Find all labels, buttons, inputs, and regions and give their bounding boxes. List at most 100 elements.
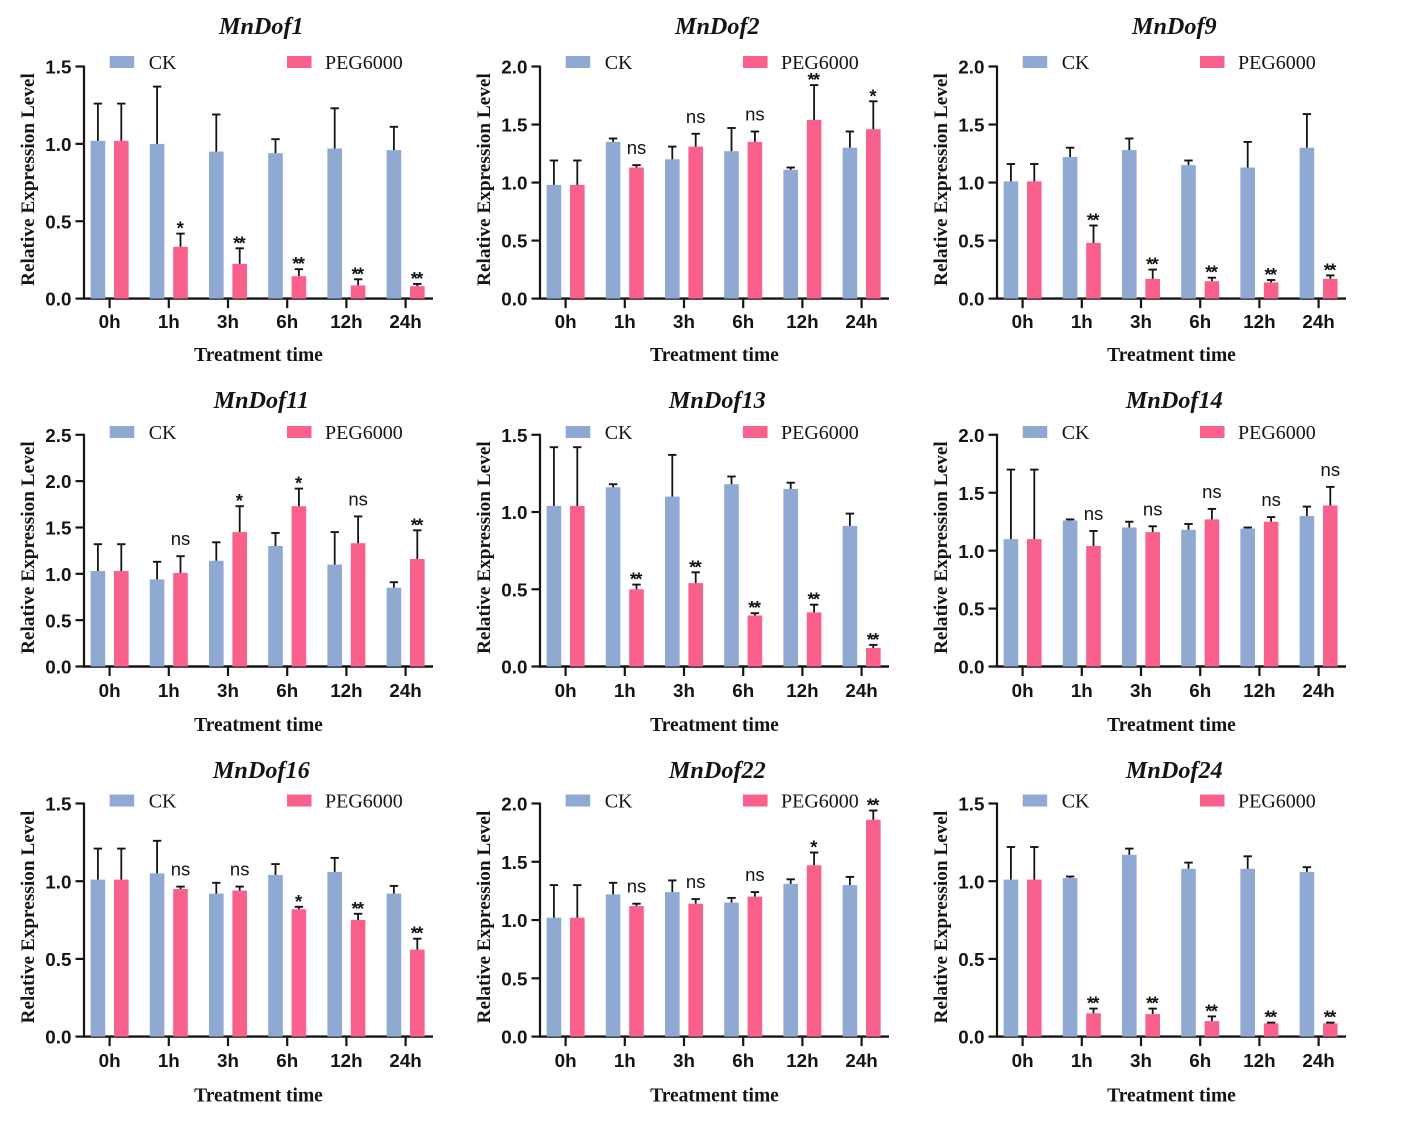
svg-text:2.0: 2.0 (958, 57, 984, 78)
svg-text:12h: 12h (330, 680, 362, 701)
svg-text:3h: 3h (217, 680, 239, 701)
svg-text:*: * (177, 218, 185, 239)
svg-text:Treatment time: Treatment time (194, 1086, 323, 1107)
svg-text:ns: ns (686, 871, 706, 892)
svg-text:**: ** (1324, 259, 1337, 280)
svg-text:0h: 0h (99, 1050, 121, 1071)
svg-text:0.5: 0.5 (501, 579, 527, 600)
svg-text:1.0: 1.0 (45, 871, 71, 892)
svg-text:PEG6000: PEG6000 (1238, 790, 1316, 812)
svg-text:ns: ns (686, 106, 706, 127)
svg-text:0h: 0h (555, 1050, 577, 1071)
svg-text:**: ** (1205, 1000, 1218, 1021)
svg-text:1.5: 1.5 (958, 483, 984, 504)
svg-text:1.5: 1.5 (501, 115, 527, 136)
svg-text:1h: 1h (1071, 680, 1093, 701)
svg-text:2.0: 2.0 (958, 425, 984, 446)
svg-text:PEG6000: PEG6000 (781, 422, 859, 444)
svg-text:24h: 24h (845, 680, 877, 701)
svg-text:CK: CK (605, 790, 633, 812)
svg-text:Relative Expression Level: Relative Expression Level (931, 73, 952, 286)
svg-text:2.5: 2.5 (45, 425, 71, 446)
svg-text:0.5: 0.5 (45, 610, 71, 631)
svg-text:24h: 24h (389, 1050, 421, 1071)
svg-text:6h: 6h (732, 1050, 754, 1071)
svg-text:MnDof11: MnDof11 (213, 387, 309, 414)
svg-text:1.5: 1.5 (958, 794, 984, 815)
svg-text:Treatment time: Treatment time (650, 1086, 779, 1107)
svg-text:Relative Expression Level: Relative Expression Level (931, 441, 952, 654)
svg-text:Treatment time: Treatment time (1107, 715, 1236, 736)
svg-text:0.0: 0.0 (45, 657, 71, 678)
svg-text:0h: 0h (99, 311, 121, 332)
svg-text:Treatment time: Treatment time (194, 715, 323, 736)
svg-text:**: ** (807, 589, 820, 610)
svg-text:0.5: 0.5 (501, 968, 527, 989)
svg-text:**: ** (351, 263, 364, 284)
svg-text:24h: 24h (1302, 680, 1334, 701)
svg-text:CK: CK (149, 52, 177, 74)
svg-text:0.0: 0.0 (45, 289, 71, 310)
svg-text:Relative Expression Level: Relative Expression Level (474, 73, 495, 286)
svg-text:0.5: 0.5 (501, 231, 527, 252)
svg-text:ns: ns (348, 488, 368, 509)
svg-text:3h: 3h (673, 311, 695, 332)
svg-text:1.0: 1.0 (501, 173, 527, 194)
svg-text:**: ** (411, 268, 424, 289)
svg-text:MnDof9: MnDof9 (1131, 13, 1217, 40)
svg-text:24h: 24h (1302, 1050, 1334, 1071)
svg-text:1.5: 1.5 (501, 852, 527, 873)
svg-text:MnDof22: MnDof22 (668, 757, 766, 784)
svg-text:1h: 1h (614, 1050, 636, 1071)
svg-text:Relative Expression Level: Relative Expression Level (18, 73, 39, 286)
svg-text:24h: 24h (845, 1050, 877, 1071)
svg-text:1.5: 1.5 (501, 425, 527, 446)
svg-text:Treatment time: Treatment time (1107, 1086, 1236, 1107)
svg-text:ns: ns (230, 859, 250, 880)
svg-text:0.5: 0.5 (958, 599, 984, 620)
svg-text:1h: 1h (1071, 1050, 1093, 1071)
svg-text:2.0: 2.0 (501, 57, 527, 78)
svg-text:0.5: 0.5 (45, 211, 71, 232)
svg-text:1.5: 1.5 (45, 518, 71, 539)
svg-text:PEG6000: PEG6000 (781, 790, 859, 812)
svg-text:CK: CK (149, 790, 177, 812)
svg-text:ns: ns (1321, 459, 1341, 480)
svg-text:**: ** (411, 923, 424, 944)
svg-text:Relative Expression Level: Relative Expression Level (474, 441, 495, 654)
svg-text:0h: 0h (99, 680, 121, 701)
svg-text:CK: CK (149, 422, 177, 444)
svg-text:12h: 12h (1243, 1050, 1275, 1071)
svg-text:1h: 1h (1071, 311, 1093, 332)
svg-text:1h: 1h (158, 680, 180, 701)
svg-text:PEG6000: PEG6000 (1238, 422, 1316, 444)
svg-text:6h: 6h (1189, 680, 1211, 701)
svg-text:1.5: 1.5 (958, 115, 984, 136)
svg-text:1h: 1h (158, 311, 180, 332)
svg-text:1.5: 1.5 (45, 794, 71, 815)
svg-text:MnDof1: MnDof1 (218, 13, 304, 40)
svg-text:1.5: 1.5 (45, 57, 71, 78)
svg-text:*: * (295, 473, 303, 494)
svg-text:0h: 0h (1012, 311, 1034, 332)
svg-text:0.0: 0.0 (501, 1027, 527, 1048)
svg-text:0.5: 0.5 (958, 231, 984, 252)
svg-text:*: * (295, 891, 303, 912)
svg-text:**: ** (867, 795, 880, 816)
svg-text:3h: 3h (673, 1050, 695, 1071)
svg-text:1.0: 1.0 (45, 134, 71, 155)
svg-text:**: ** (233, 232, 246, 253)
svg-text:0.5: 0.5 (958, 949, 984, 970)
svg-text:ns: ns (1143, 498, 1163, 519)
svg-text:**: ** (1146, 254, 1159, 275)
svg-text:CK: CK (1062, 52, 1090, 74)
svg-text:0h: 0h (555, 680, 577, 701)
svg-text:*: * (869, 85, 877, 106)
svg-text:ns: ns (171, 528, 191, 549)
svg-text:1.0: 1.0 (958, 173, 984, 194)
svg-text:1h: 1h (614, 311, 636, 332)
svg-text:Treatment time: Treatment time (650, 715, 779, 736)
svg-text:MnDof16: MnDof16 (212, 757, 311, 784)
svg-text:1h: 1h (614, 680, 636, 701)
svg-text:**: ** (1087, 210, 1100, 231)
